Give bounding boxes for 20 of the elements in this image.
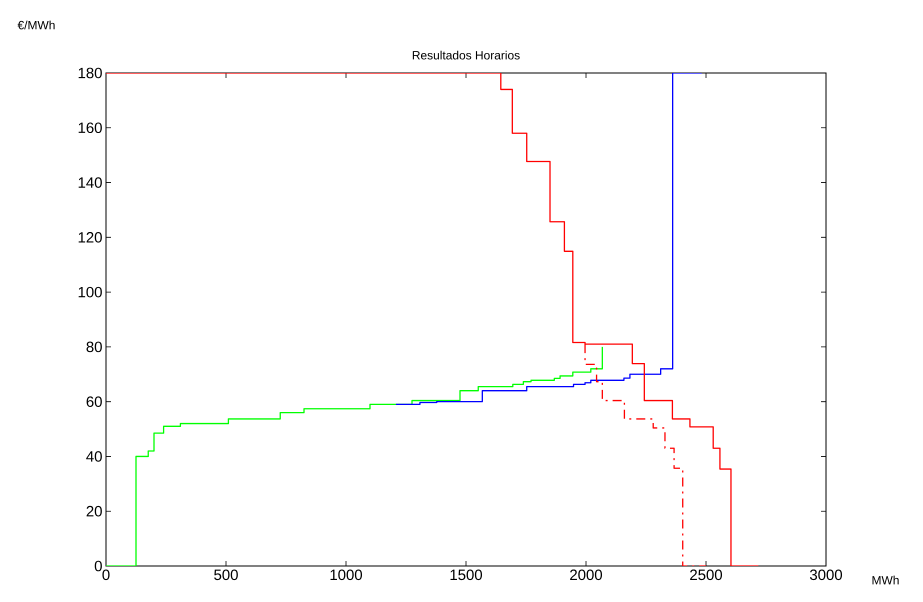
x-axis-title: MWh (872, 576, 899, 584)
y-tick-label: 180 (78, 68, 102, 78)
y-tick-label: 20 (86, 506, 102, 517)
x-tick-label: 1500 (450, 570, 482, 580)
y-tick-label: 40 (86, 451, 102, 462)
y-tick-label: 160 (78, 122, 102, 134)
y-tick-label: 0 (94, 560, 102, 572)
y-tick-label: 140 (78, 177, 102, 188)
y-tick-label: 100 (78, 286, 102, 298)
y-tick-label: 80 (86, 342, 102, 352)
x-tick-label: 3000 (810, 570, 842, 580)
x-tick-label: 2000 (570, 570, 602, 580)
y-axis-title: €/MWh (18, 20, 55, 30)
x-tick-label: 0 (102, 570, 110, 580)
x-tick-label: 500 (214, 570, 238, 580)
chart-title: Resultados Horarios (412, 50, 520, 60)
y-tick-label: 60 (86, 396, 102, 407)
x-tick-label: 1000 (330, 570, 362, 580)
x-tick-label: 2500 (690, 570, 722, 580)
y-tick-label: 120 (78, 232, 102, 243)
